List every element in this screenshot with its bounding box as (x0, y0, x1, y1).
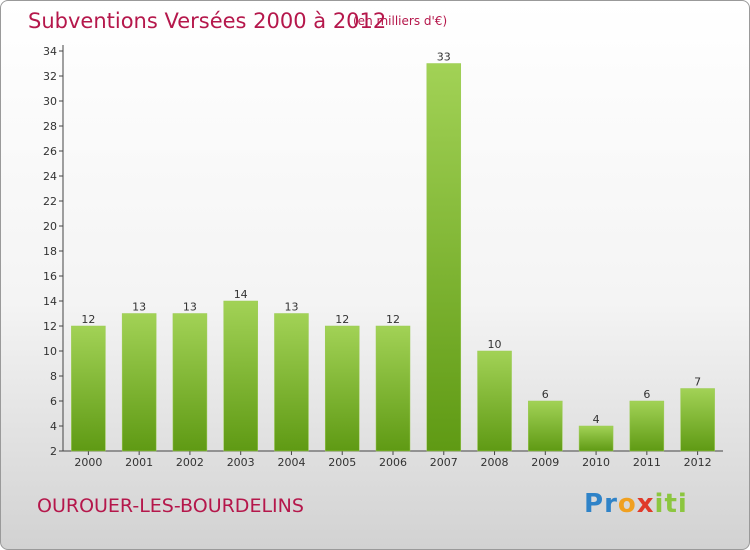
bar (528, 400, 563, 452)
bar-value-label: 33 (437, 51, 451, 64)
y-tick-label: 14 (43, 295, 57, 308)
bar (223, 300, 258, 452)
bar-value-label: 6 (542, 388, 549, 401)
logo-letter: P (584, 489, 605, 519)
x-tick-label: 2004 (277, 456, 305, 469)
y-tick-label: 18 (43, 245, 57, 258)
y-tick-label: 8 (50, 370, 57, 383)
y-tick-label: 2 (50, 445, 57, 458)
y-tick-label: 34 (43, 45, 57, 58)
proxiti-logo: Proxiti (584, 489, 688, 519)
bar-value-label: 6 (643, 388, 650, 401)
bar-value-label: 10 (488, 338, 502, 351)
bar-value-label: 13 (132, 301, 146, 314)
bar-value-label: 14 (234, 288, 248, 301)
x-tick-label: 2001 (125, 456, 153, 469)
y-tick-label: 6 (50, 395, 57, 408)
x-tick-label: 2011 (633, 456, 661, 469)
bar-value-label: 7 (694, 376, 701, 389)
logo-letter: r (604, 489, 618, 519)
y-tick-label: 30 (43, 95, 57, 108)
chart-unit: (en milliers d'€) (353, 14, 448, 28)
bar (477, 350, 512, 452)
y-tick-label: 10 (43, 345, 57, 358)
y-tick-label: 4 (50, 420, 57, 433)
bar-value-label: 12 (386, 313, 400, 326)
bar (629, 400, 665, 452)
bar (375, 325, 411, 452)
x-tick-label: 2000 (74, 456, 102, 469)
bar (71, 325, 106, 452)
y-tick-label: 32 (43, 70, 57, 83)
bar (274, 313, 309, 452)
logo-letter: i (654, 489, 665, 519)
x-tick-label: 2008 (481, 456, 509, 469)
y-tick-label: 12 (43, 320, 57, 333)
y-tick-label: 26 (43, 145, 57, 158)
bar (426, 63, 462, 452)
commune-name: OUROUER-LES-BOURDELINS (37, 495, 304, 517)
chart-title: Subventions Versées 2000 à 2012 (28, 9, 387, 33)
x-tick-label: 2006 (379, 456, 407, 469)
bar (324, 325, 360, 452)
logo-letter: o (617, 489, 637, 519)
x-tick-label: 2003 (227, 456, 255, 469)
logo-letter: x (636, 489, 655, 519)
x-tick-label: 2002 (176, 456, 204, 469)
x-tick-label: 2005 (328, 456, 356, 469)
bar (172, 313, 208, 452)
labels: 12 2000 13 2001 13 2002 14 2003 13 2004 12 2005 12 20… (74, 51, 711, 470)
y-tick-label: 16 (43, 270, 57, 283)
x-tick-label: 2012 (684, 456, 712, 469)
bar (121, 313, 157, 452)
logo-letter: t (664, 489, 678, 519)
bar (680, 388, 715, 452)
bar (578, 425, 614, 452)
bars (71, 63, 715, 452)
logo-letter: i (677, 489, 688, 519)
y-tick-label: 22 (43, 195, 57, 208)
x-tick-label: 2007 (430, 456, 458, 469)
bar-value-label: 12 (81, 313, 95, 326)
x-tick-label: 2009 (531, 456, 559, 469)
bar-value-label: 13 (284, 301, 298, 314)
y-tick-label: 20 (43, 220, 57, 233)
y-tick-label: 24 (43, 170, 57, 183)
bar-value-label: 13 (183, 301, 197, 314)
bar-value-label: 12 (335, 313, 349, 326)
y-tick-label: 28 (43, 120, 57, 133)
x-tick-label: 2010 (582, 456, 610, 469)
bar-value-label: 4 (593, 413, 600, 426)
